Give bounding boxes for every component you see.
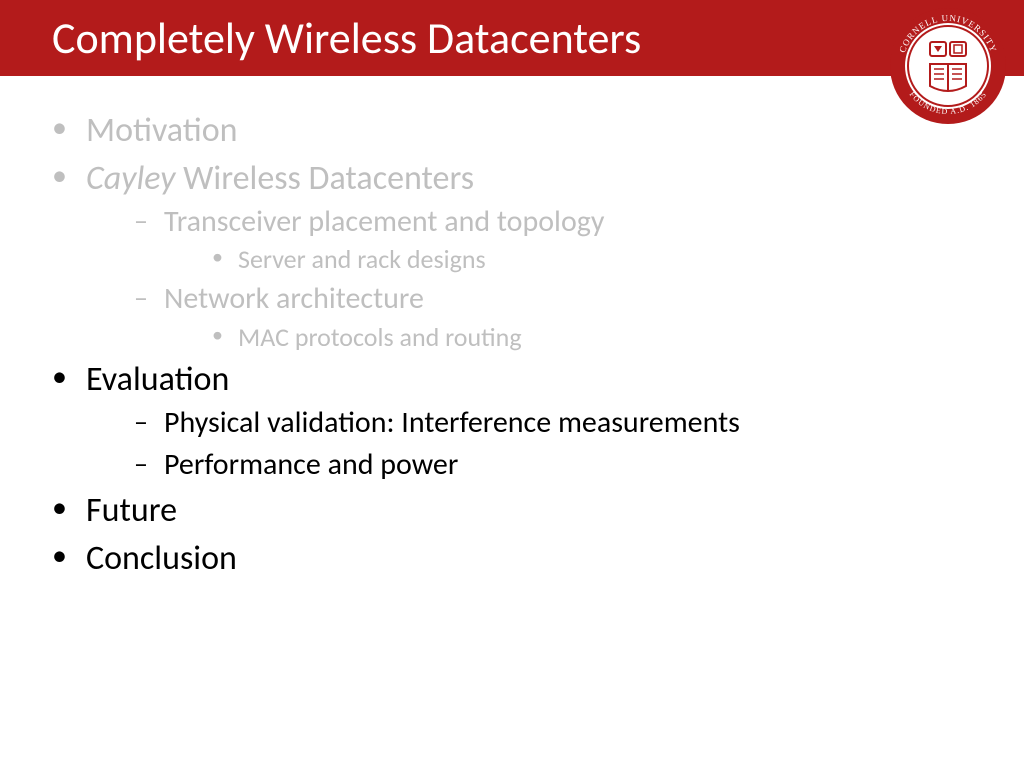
outline-item-server-rack: Server and rack designs <box>212 242 972 277</box>
outline-item-evaluation: Evaluation Physical validation: Interfer… <box>52 357 972 486</box>
outline-item-mac: MAC protocols and routing <box>212 320 972 355</box>
title-bar: Completely Wireless Datacenters <box>0 0 1024 76</box>
outline-content: Motivation Cayley Wireless Datacenters T… <box>0 76 1024 582</box>
outline-item-performance-power: Performance and power <box>134 445 972 486</box>
outline-item-conclusion: Conclusion <box>52 536 972 582</box>
outline-item-motivation: Motivation <box>52 108 972 154</box>
outline-item-cayley: Cayley Wireless Datacenters Transceiver … <box>52 156 972 355</box>
outline-item-network-arch: Network architecture MAC protocols and r… <box>134 279 972 355</box>
outline-item-physical-validation: Physical validation: Interference measur… <box>134 403 972 444</box>
outline-item-future: Future <box>52 488 972 534</box>
slide-title: Completely Wireless Datacenters <box>52 11 641 65</box>
outline-item-transceiver: Transceiver placement and topology Serve… <box>134 202 972 278</box>
